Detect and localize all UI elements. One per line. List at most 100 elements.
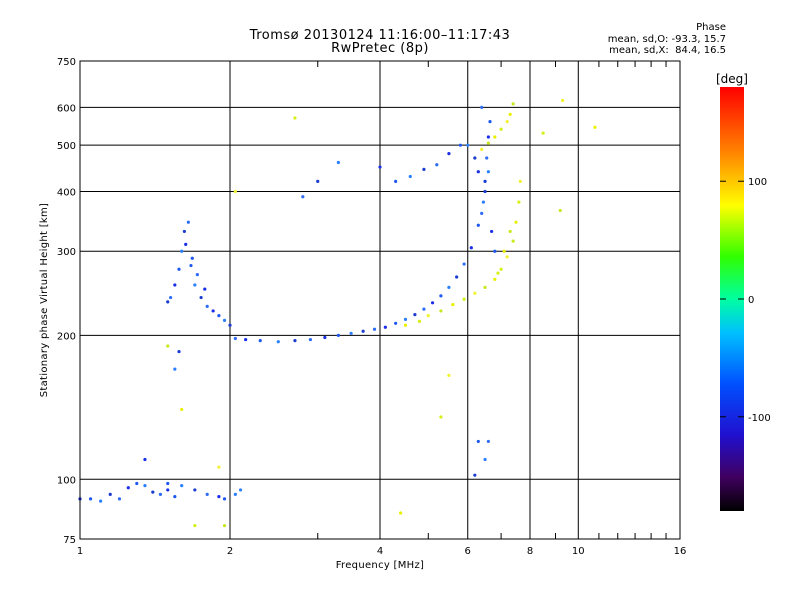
data-point-o <box>439 294 443 298</box>
y-tick-label: 750 <box>57 57 76 68</box>
data-point-o <box>480 211 484 215</box>
data-point-o <box>301 195 305 199</box>
data-point-o <box>166 300 170 304</box>
y-tick-label: 75 <box>63 535 76 546</box>
data-point-o <box>151 490 155 494</box>
data-point-o <box>186 220 190 224</box>
data-point-o <box>177 349 181 354</box>
data-point-x <box>180 407 184 412</box>
data-point-o <box>182 229 186 234</box>
data-point-x <box>447 373 451 377</box>
data-point-x <box>426 314 430 318</box>
data-point-o <box>473 156 477 160</box>
data-point-o <box>180 484 184 488</box>
data-point-x <box>558 208 562 213</box>
data-point-o <box>177 267 181 271</box>
data-point-o <box>488 120 492 124</box>
data-point-x <box>511 102 515 106</box>
data-point-o <box>394 321 398 325</box>
data-point-x <box>493 277 497 281</box>
data-point-o <box>476 170 480 174</box>
data-point-o <box>205 304 209 308</box>
data-point-x <box>483 285 487 290</box>
plot-frame <box>79 60 681 540</box>
data-point-x <box>486 141 490 145</box>
data-point-o <box>349 331 353 335</box>
data-point-o <box>244 337 248 342</box>
data-point-o <box>169 295 173 300</box>
data-point-x <box>499 127 503 131</box>
data-point-x <box>417 319 422 323</box>
data-point-x <box>217 465 221 469</box>
data-point-x <box>451 302 455 307</box>
data-point-o <box>486 439 490 444</box>
data-point-o <box>166 488 170 492</box>
data-point-o <box>485 156 489 160</box>
data-point-o <box>205 492 209 496</box>
data-point-o <box>447 285 451 290</box>
data-point-o <box>336 160 340 165</box>
data-point-o <box>466 143 470 147</box>
y-tick-label: 100 <box>57 475 76 486</box>
data-point-o <box>184 242 188 247</box>
data-point-o <box>455 275 459 279</box>
data-point-x <box>496 271 500 275</box>
data-point-o <box>316 179 320 183</box>
data-point-x <box>505 255 509 259</box>
data-point-o <box>336 333 340 337</box>
data-point-o <box>143 484 147 488</box>
data-point-o <box>408 174 412 179</box>
data-point-x <box>502 249 506 253</box>
phase-stats-o: mean, sd,O: -93.3, 15.7 <box>607 34 726 45</box>
phase-heading: Phase <box>696 22 726 33</box>
data-point-x <box>514 220 518 224</box>
data-point-o <box>462 262 466 266</box>
phase-stats-x: mean, sd,X: 84.4, 16.5 <box>609 45 726 56</box>
data-point-x <box>499 267 503 271</box>
data-point-o <box>458 143 463 147</box>
data-point-o <box>493 249 497 253</box>
x-tick-label: 8 <box>527 546 533 557</box>
data-point-x <box>293 116 297 120</box>
y-axis-label: Stationary phase Virtual Height [km] <box>39 203 50 397</box>
data-point-o <box>372 327 377 331</box>
data-point-o <box>469 246 473 250</box>
x-tick-label: 4 <box>377 546 383 557</box>
data-point-x <box>560 98 565 103</box>
data-point-x <box>439 309 443 313</box>
data-point-o <box>173 367 177 371</box>
data-point-o <box>473 473 477 477</box>
y-tick-label: 500 <box>57 141 76 152</box>
data-point-o <box>476 439 480 444</box>
data-point-o <box>430 301 435 305</box>
data-point-o <box>211 309 215 313</box>
colorbar-tick-label: 0 <box>748 295 754 306</box>
data-point-o <box>486 135 490 139</box>
y-tick-label: 600 <box>57 103 76 114</box>
data-point-o <box>180 249 184 253</box>
data-point-o <box>481 200 485 204</box>
data-point-o <box>476 223 480 227</box>
data-point-x <box>166 344 170 348</box>
x-tick-label: 2 <box>227 546 233 557</box>
data-point-o <box>126 486 130 490</box>
data-point-o <box>403 317 408 322</box>
data-point-o <box>143 457 147 462</box>
data-point-o <box>173 283 177 287</box>
data-point-o <box>435 163 439 167</box>
x-tick-label: 16 <box>674 546 687 557</box>
data-point-o <box>233 336 237 341</box>
data-point-o <box>323 335 327 340</box>
data-point-o <box>222 318 227 322</box>
data-point-o <box>158 492 163 496</box>
x-tick-label: 6 <box>465 546 471 557</box>
chart-title: Tromsø 20130124 11:16:00–11:17:43 <box>249 28 511 43</box>
data-point-x <box>593 125 597 129</box>
data-point-x <box>541 131 545 135</box>
data-point-o <box>308 337 313 342</box>
data-point-o <box>483 179 487 183</box>
data-point-o <box>422 167 426 171</box>
y-tick-label: 400 <box>57 187 76 198</box>
data-point-o <box>108 492 112 496</box>
data-point-o <box>222 497 227 501</box>
